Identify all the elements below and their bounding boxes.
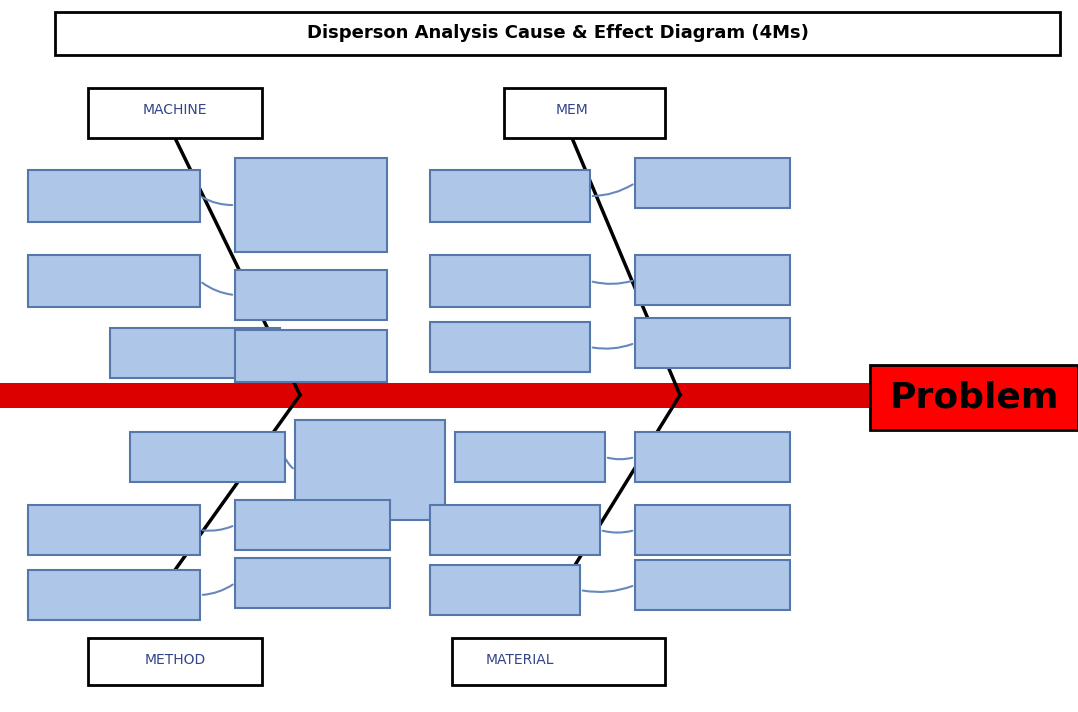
Bar <box>88 88 262 138</box>
Bar <box>430 505 600 555</box>
Text: METHOD: METHOD <box>144 653 206 667</box>
Bar <box>430 322 590 372</box>
Text: MATERIAL: MATERIAL <box>486 653 554 667</box>
Bar <box>110 328 280 378</box>
Bar <box>455 432 605 482</box>
Bar <box>635 318 790 368</box>
Bar <box>430 170 590 222</box>
Text: MACHINE: MACHINE <box>142 103 207 117</box>
Bar <box>130 432 285 482</box>
Bar <box>235 500 390 550</box>
Bar <box>430 255 590 307</box>
Bar <box>28 255 201 307</box>
Bar <box>235 558 390 608</box>
Text: MEM: MEM <box>555 103 589 117</box>
Text: Problem: Problem <box>889 380 1059 414</box>
Bar <box>870 365 1078 430</box>
Text: Disperson Analysis Cause & Effect Diagram (4Ms): Disperson Analysis Cause & Effect Diagra… <box>306 24 808 43</box>
Bar <box>635 432 790 482</box>
Bar <box>235 158 387 252</box>
Bar <box>295 420 445 520</box>
Bar <box>28 170 201 222</box>
Bar <box>505 88 665 138</box>
Bar <box>430 565 580 615</box>
Bar <box>635 255 790 305</box>
Bar <box>635 505 790 555</box>
Bar <box>88 638 262 685</box>
Bar <box>28 505 201 555</box>
Bar <box>235 270 387 320</box>
Bar <box>635 158 790 208</box>
Bar <box>235 330 387 382</box>
Bar <box>635 560 790 610</box>
Bar <box>28 570 201 620</box>
Bar <box>55 12 1060 55</box>
Bar <box>452 638 665 685</box>
